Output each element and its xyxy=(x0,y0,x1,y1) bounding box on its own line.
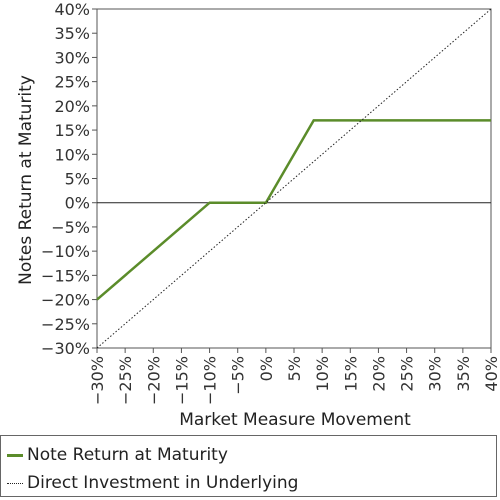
x-tick-label: 30% xyxy=(426,356,445,392)
x-tick-label: 5% xyxy=(285,356,304,381)
series-line-note-return xyxy=(96,119,491,301)
legend-label: Note Return at Maturity xyxy=(27,445,228,465)
y-tick-label: 15% xyxy=(54,121,90,140)
series-layer xyxy=(96,8,492,349)
y-tick-label: 10% xyxy=(54,145,90,164)
x-tick-label: −25% xyxy=(116,356,135,405)
y-tick-label: 30% xyxy=(54,48,90,67)
y-tick-label: −10% xyxy=(41,242,90,261)
y-tick-label: 5% xyxy=(65,170,90,189)
legend-label: Direct Investment in Underlying xyxy=(27,473,299,493)
legend-swatch-dotted xyxy=(7,482,23,484)
x-tick-label: 35% xyxy=(454,356,473,392)
x-tick-label: 20% xyxy=(369,356,388,392)
x-tick-label: 0% xyxy=(257,356,276,381)
x-tick-label: 15% xyxy=(341,356,360,392)
x-tick-label: −15% xyxy=(172,356,191,405)
chart: −30% −25% −20% −15% −10% −5% 0% 5% 10% 15% 20% 25% 3… xyxy=(16,0,500,430)
y-tick-label: −25% xyxy=(41,315,90,334)
x-tick-label: −10% xyxy=(201,356,220,405)
y-tick-label: 0% xyxy=(65,194,90,213)
legend-item-direct-investment: Direct Investment in Underlying xyxy=(7,471,298,495)
x-tick-label: −5% xyxy=(229,356,248,395)
y-tick-label: 40% xyxy=(54,0,90,19)
y-tick-label: −15% xyxy=(41,266,90,285)
y-axis-title: Notes Return at Maturity xyxy=(16,75,36,285)
x-tick-label: −20% xyxy=(144,356,163,405)
legend-item-note-return: Note Return at Maturity xyxy=(7,443,228,467)
x-axis: −30% −25% −20% −15% −10% −5% 0% 5% 10% 15% 20% 25% 3… xyxy=(88,348,500,405)
y-tick-label: 35% xyxy=(54,24,90,43)
y-tick-label: −20% xyxy=(41,291,90,310)
y-tick-label: −5% xyxy=(51,218,90,237)
y-tick-label: −30% xyxy=(41,339,90,358)
x-tick-label: 25% xyxy=(398,356,417,392)
y-tick-label: 20% xyxy=(54,97,90,116)
x-tick-label: 40% xyxy=(482,356,500,392)
legend-swatch-solid xyxy=(7,453,23,457)
x-tick-label: −30% xyxy=(88,356,107,405)
y-axis: −30% −25% −20% −15% −10% −5% 0% 5% 10% 15% 20% 25% 3… xyxy=(41,0,97,358)
series-line-direct-investment xyxy=(96,8,492,349)
legend: Note Return at Maturity Direct Investmen… xyxy=(0,435,497,497)
x-tick-label: 10% xyxy=(313,356,332,392)
x-axis-title: Market Measure Movement xyxy=(179,410,411,430)
y-tick-label: 25% xyxy=(54,73,90,92)
